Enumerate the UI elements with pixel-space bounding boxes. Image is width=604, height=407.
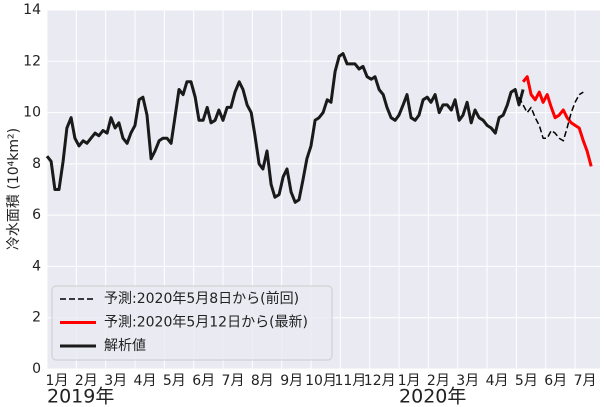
x-tick-label: 6月 — [192, 373, 215, 389]
legend-label: 予測:2020年5月12日から(最新) — [104, 315, 308, 331]
year-label: 2020年 — [399, 386, 466, 407]
series-line — [518, 91, 584, 142]
x-tick-label: 7月 — [574, 373, 597, 389]
y-tick-label: 0 — [32, 361, 41, 377]
legend-label: 予測:2020年5月8日から(前回) — [104, 290, 299, 307]
x-tick-label: 9月 — [280, 373, 303, 389]
x-tick-label: 8月 — [251, 373, 274, 389]
x-tick-label: 4月 — [486, 373, 509, 389]
y-tick-label: 8 — [32, 156, 41, 172]
y-tick-label: 6 — [32, 207, 41, 223]
y-tick-label: 14 — [23, 2, 41, 18]
year-label: 2019年 — [47, 386, 114, 407]
x-tick-label: 10月 — [305, 373, 337, 389]
x-tick-label: 7月 — [222, 373, 245, 389]
legend-label: 解析値 — [104, 338, 146, 354]
x-tick-label: 6月 — [544, 373, 567, 389]
x-tick-label: 3月 — [456, 373, 479, 389]
x-tick-label: 5月 — [163, 373, 186, 389]
x-tick-label: 5月 — [515, 373, 538, 389]
y-tick-label: 4 — [32, 258, 41, 274]
x-tick-label: 11月 — [334, 373, 366, 389]
x-tick-label: 12月 — [364, 373, 396, 389]
series-line — [45, 52, 525, 204]
series-line — [521, 75, 593, 167]
legend-box — [51, 285, 333, 361]
y-axis-label: 冷水面積 (10⁴km²) — [6, 128, 22, 250]
y-tick-label: 10 — [23, 105, 41, 121]
x-tick-label: 1月 — [398, 373, 421, 389]
x-tick-label: 2月 — [427, 373, 450, 389]
x-tick-label: 4月 — [134, 373, 157, 389]
x-tick-label: 3月 — [104, 373, 127, 389]
y-tick-label: 12 — [23, 53, 41, 69]
y-tick-label: 2 — [32, 310, 41, 326]
legend: 予測:2020年5月8日から(前回) 予測:2020年5月12日から(最新) 解析値 — [51, 285, 333, 361]
x-tick-label: 1月 — [46, 373, 69, 389]
x-tick-label: 2月 — [75, 373, 98, 389]
